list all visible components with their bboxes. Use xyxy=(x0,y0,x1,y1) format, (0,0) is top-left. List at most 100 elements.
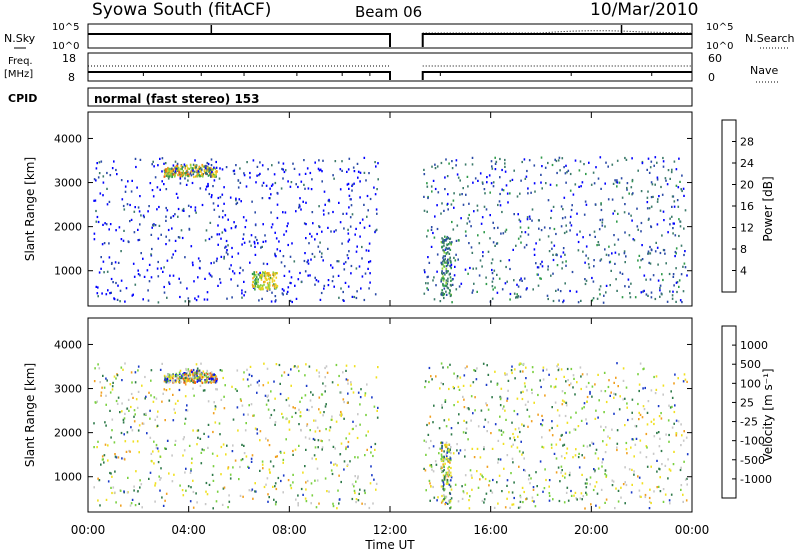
echo-cell xyxy=(206,379,208,382)
echo-cell xyxy=(423,209,426,212)
echo-cell xyxy=(105,293,108,296)
echo-cell xyxy=(445,247,448,250)
echo-cell xyxy=(257,278,259,281)
echo-cell xyxy=(447,236,449,240)
echo-cell xyxy=(445,290,447,293)
echo-cell xyxy=(448,448,450,452)
echo-cell xyxy=(473,369,475,372)
echo-cell xyxy=(224,229,227,232)
echo-cell xyxy=(261,197,264,200)
echo-cell xyxy=(591,441,593,444)
echo-cell xyxy=(429,415,432,418)
echo-cell xyxy=(514,439,516,442)
echo-cell xyxy=(653,418,655,421)
echo-cell xyxy=(288,428,291,431)
echo-cell xyxy=(149,409,151,412)
echo-cell xyxy=(612,480,615,483)
echo-cell xyxy=(646,168,648,171)
echo-cell xyxy=(466,365,468,368)
echo-cell xyxy=(220,255,223,258)
echo-cell xyxy=(530,191,532,194)
echo-cell xyxy=(476,290,478,293)
echo-cell xyxy=(273,380,275,383)
echo-cell xyxy=(223,257,225,260)
echo-cell xyxy=(455,253,457,256)
echo-cell xyxy=(194,170,196,173)
echo-cell xyxy=(212,430,214,434)
echo-cell xyxy=(321,230,323,233)
echo-cell xyxy=(551,163,554,167)
echo-cell xyxy=(541,260,543,263)
echo-cell xyxy=(369,260,372,263)
echo-cell xyxy=(489,214,491,217)
echo-cell xyxy=(305,384,308,387)
echo-cell xyxy=(309,232,311,235)
echo-cell xyxy=(466,222,468,225)
echo-cell xyxy=(490,432,492,435)
echo-cell xyxy=(134,413,136,416)
echo-cell xyxy=(442,265,445,268)
echo-cell xyxy=(447,499,450,502)
echo-cell xyxy=(543,487,546,490)
echo-cell xyxy=(148,280,151,283)
echo-cell xyxy=(250,234,253,237)
echo-cell xyxy=(574,393,576,396)
echo-cell xyxy=(245,219,248,222)
echo-cell xyxy=(259,274,262,277)
echo-cell xyxy=(545,368,548,371)
echo-cell xyxy=(442,284,444,287)
echo-cell xyxy=(199,379,201,382)
echo-cell xyxy=(509,192,511,195)
echo-cell xyxy=(163,380,166,383)
echo-cell xyxy=(167,228,170,232)
echo-cell xyxy=(456,375,459,378)
echo-cell xyxy=(275,272,278,275)
echo-cell xyxy=(119,289,122,292)
echo-cell xyxy=(507,201,509,204)
echo-cell xyxy=(457,500,460,503)
echo-cell xyxy=(616,179,618,182)
echo-cell xyxy=(517,285,520,288)
echo-cell xyxy=(251,272,254,276)
echo-cell xyxy=(455,288,458,291)
echo-cell xyxy=(282,168,284,171)
echo-cell xyxy=(204,167,207,170)
echo-cell xyxy=(128,409,130,412)
echo-cell xyxy=(196,429,199,432)
echo-cell xyxy=(641,244,643,247)
echo-cell xyxy=(428,447,431,450)
echo-cell xyxy=(629,296,632,299)
y-tick-label: 3000 xyxy=(54,177,82,190)
echo-cell xyxy=(542,378,545,381)
echo-cell xyxy=(561,469,563,472)
echo-cell xyxy=(440,212,442,215)
echo-cell xyxy=(203,298,206,301)
echo-cell xyxy=(206,291,209,294)
echo-cell xyxy=(445,496,447,499)
echo-cell xyxy=(184,417,187,420)
echo-cell xyxy=(208,167,210,170)
echo-cell xyxy=(174,402,177,405)
echo-cell xyxy=(672,232,674,235)
echo-cell xyxy=(198,266,201,269)
echo-cell xyxy=(594,417,597,420)
echo-cell xyxy=(153,396,156,399)
echo-cell xyxy=(686,453,689,456)
echo-cell xyxy=(584,507,586,510)
echo-cell xyxy=(438,452,440,455)
echo-cell xyxy=(490,262,493,265)
echo-cell xyxy=(585,203,588,206)
echo-cell xyxy=(120,431,123,435)
echo-cell xyxy=(184,395,187,398)
echo-cell xyxy=(347,285,350,288)
echo-cell xyxy=(457,400,459,403)
echo-cell xyxy=(120,250,122,253)
echo-cell xyxy=(298,408,300,411)
echo-cell xyxy=(673,410,676,414)
echo-cell xyxy=(305,500,308,503)
echo-cell xyxy=(361,275,364,278)
echo-cell xyxy=(602,458,604,461)
echo-cell xyxy=(177,166,180,169)
echo-cell xyxy=(607,254,610,257)
echo-cell xyxy=(116,298,119,301)
